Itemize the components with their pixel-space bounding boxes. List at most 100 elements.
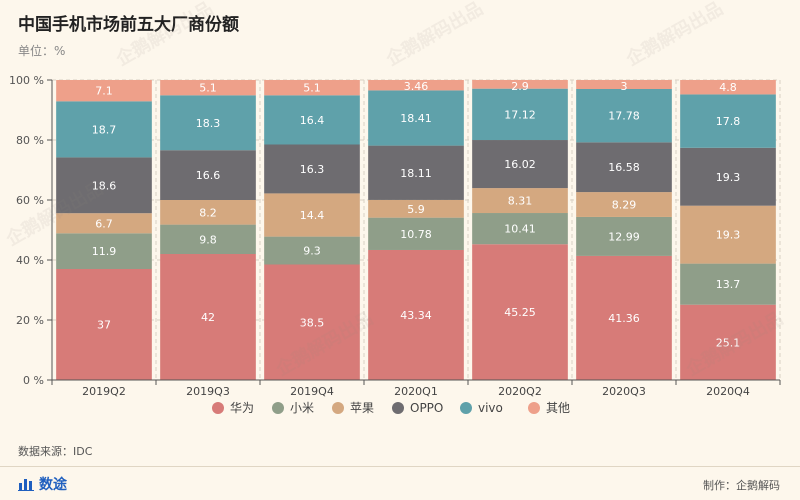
data-label: 3 (621, 80, 628, 93)
data-label: 25.1 (716, 336, 741, 349)
bar-segment (368, 199, 464, 218)
data-label: 16.6 (196, 169, 221, 182)
bar-segment (576, 255, 672, 380)
bar-segment (368, 90, 464, 146)
bar-segment (160, 80, 256, 96)
bar-segment (56, 213, 152, 234)
data-label: 5.1 (199, 82, 217, 95)
unit-label: 单位：% (18, 44, 66, 58)
data-label: 38.5 (300, 316, 325, 329)
data-label: 16.02 (504, 158, 536, 171)
chart-title: 中国手机市场前五大厂商份额 (18, 15, 239, 35)
legend-label: 华为 (230, 401, 254, 415)
y-tick-label: 100 % (9, 74, 44, 87)
bar-segment (56, 80, 152, 102)
data-label: 18.11 (400, 167, 432, 180)
bar-segment (264, 264, 360, 380)
bar-segment (472, 244, 568, 380)
data-label: 7.1 (95, 85, 113, 98)
data-label: 41.36 (608, 312, 640, 325)
data-label: 18.41 (400, 112, 432, 125)
bar-segment (368, 249, 464, 380)
x-tick-label: 2019Q4 (290, 385, 334, 398)
y-tick-label: 80 % (16, 134, 44, 147)
bar-segment (56, 269, 152, 380)
x-tick-label: 2020Q3 (602, 385, 646, 398)
data-label: 17.8 (716, 115, 741, 128)
legend-label: OPPO (410, 401, 443, 415)
bar-segment (264, 95, 360, 145)
bar-segment (160, 95, 256, 151)
data-label: 43.34 (400, 309, 432, 322)
bar-segment (368, 80, 464, 91)
legend-marker (212, 402, 224, 414)
bar-segment (472, 140, 568, 189)
legend-marker (528, 402, 540, 414)
data-label: 19.3 (716, 171, 741, 184)
bar-segment (160, 150, 256, 200)
data-label: 18.6 (92, 179, 117, 192)
bar-segment (56, 101, 152, 158)
footer-divider (0, 466, 800, 467)
bar-segment (264, 193, 360, 237)
bar-segment (576, 216, 672, 256)
x-tick-label: 2019Q3 (186, 385, 230, 398)
data-label: 10.78 (400, 228, 432, 241)
bar-segment (576, 192, 672, 217)
legend-label: 其他 (546, 401, 570, 415)
bar-segment (472, 188, 568, 214)
brand-name: 数途 (39, 477, 67, 493)
data-label: 18.7 (92, 123, 117, 136)
bar-segment (472, 80, 568, 89)
bar-segment (680, 94, 776, 148)
data-label: 13.7 (716, 278, 741, 291)
bar-segment (680, 80, 776, 95)
bar-segment (576, 89, 672, 143)
bar-segment (680, 304, 776, 380)
brand-logo: 数途 (18, 474, 67, 494)
data-label: 42 (201, 311, 215, 324)
bar-segment (160, 224, 256, 254)
data-label: 19.3 (716, 229, 741, 242)
bar-segment (680, 205, 776, 264)
data-label: 45.25 (504, 306, 536, 319)
data-label: 8.31 (508, 195, 533, 208)
bar-segment (160, 200, 256, 225)
legend-label: 小米 (290, 401, 314, 415)
bar-segment (680, 147, 776, 206)
data-label: 6.7 (95, 217, 113, 230)
data-label: 16.58 (608, 161, 640, 174)
data-label: 17.12 (504, 108, 536, 121)
data-label: 16.3 (300, 163, 325, 176)
data-label: 9.8 (199, 233, 217, 246)
y-tick-label: 40 % (16, 254, 44, 267)
bar-segment (56, 233, 152, 269)
data-label: 8.29 (612, 199, 637, 212)
bar-chart-icon (18, 479, 34, 491)
bar-segment (576, 80, 672, 89)
maker-credit: 制作：企鹅解码 (703, 479, 780, 492)
data-label: 10.41 (504, 223, 536, 236)
bar-segment (56, 157, 152, 214)
x-tick-label: 2019Q2 (82, 385, 126, 398)
x-tick-label: 2020Q1 (394, 385, 438, 398)
data-label: 37 (97, 319, 111, 332)
data-label: 16.4 (300, 114, 325, 127)
data-label: 14.4 (300, 209, 325, 222)
data-label: 18.3 (196, 117, 221, 130)
bar-segment (472, 88, 568, 141)
stacked-bar-chart: 0 % 20 % 40 % 60 % 80 % 100 % 37 11.9 6.7 18.6 18.… (9, 74, 781, 415)
x-tick-label: 2020Q2 (498, 385, 542, 398)
data-label: 8.2 (199, 206, 217, 219)
data-label: 4.8 (719, 81, 737, 94)
bar-segment (368, 217, 464, 250)
data-label: 2.9 (511, 80, 529, 93)
bar-segment (160, 254, 256, 380)
data-label: 9.3 (303, 245, 321, 258)
data-label: 3.46 (404, 80, 429, 93)
data-label: 17.78 (608, 110, 640, 123)
y-tick-label: 0 % (23, 374, 44, 387)
legend-marker (392, 402, 404, 414)
data-label: 11.9 (92, 245, 117, 258)
bar-segment (576, 142, 672, 193)
